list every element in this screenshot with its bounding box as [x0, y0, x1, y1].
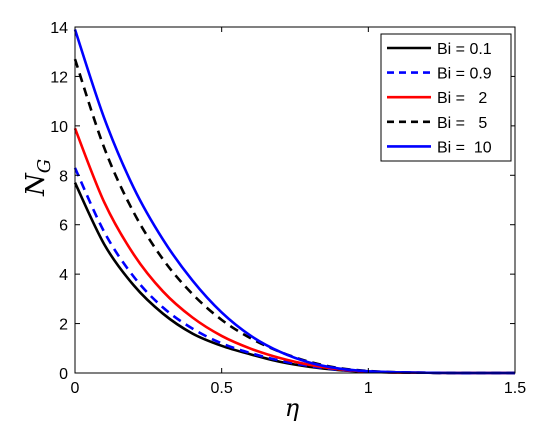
x-axis-label: η [285, 394, 300, 422]
y-tick-label: 2 [59, 317, 68, 334]
y-axis-label: NG [21, 159, 55, 197]
y-tick-label: 6 [59, 218, 68, 235]
y-tick-label: 14 [50, 20, 68, 37]
legend-label-2: Bi = 0.9 [437, 66, 492, 83]
x-tick-label: 1.5 [504, 380, 526, 397]
series-line-3 [73, 127, 515, 375]
legend: Bi = 0.1 Bi = 0.9 Bi = 2 Bi = 5 Bi = 10 [380, 33, 512, 162]
legend-label-3: Bi = 2 [437, 90, 487, 107]
series-line-2 [73, 167, 515, 375]
axes-frame [74, 26, 516, 374]
x-tick-label: 0.5 [211, 380, 233, 397]
x-tick-label: 0 [71, 380, 80, 397]
y-tick-label: 4 [59, 267, 68, 284]
y-tick-label: 10 [50, 119, 68, 136]
x-tick-label: 1 [364, 380, 373, 397]
axes: 0 0.5 1 1.5 0 2 4 6 8 10 12 14 [50, 20, 526, 397]
series-line-1 [73, 182, 515, 375]
legend-label-1: Bi = 0.1 [437, 41, 492, 58]
legend-label-4: Bi = 5 [437, 115, 487, 132]
y-tick-label: 8 [59, 168, 68, 185]
y-tick-label: 0 [59, 366, 68, 383]
y-tick-label: 12 [50, 69, 68, 86]
legend-label-5: Bi = 10 [437, 139, 492, 156]
